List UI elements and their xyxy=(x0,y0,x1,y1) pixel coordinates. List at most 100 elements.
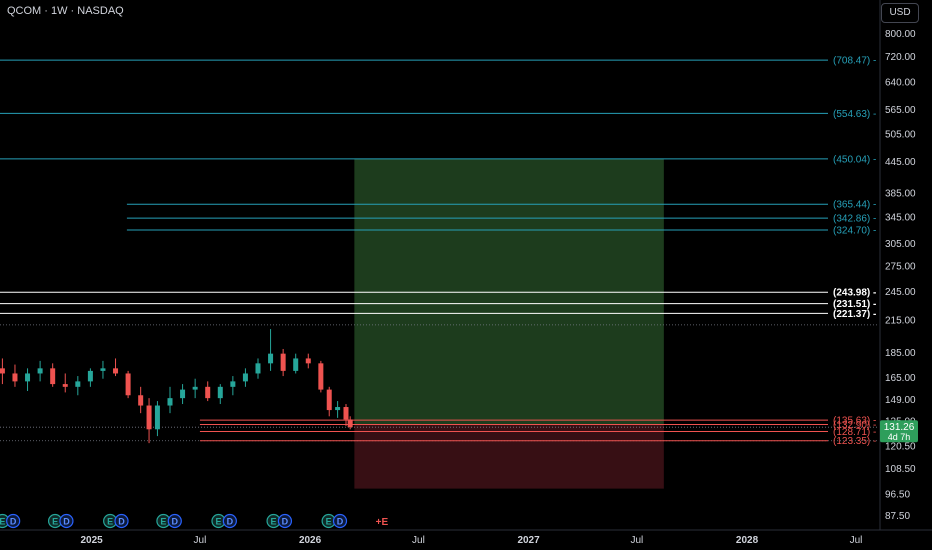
level-label: (123.35) - xyxy=(833,436,876,447)
candle-body xyxy=(0,368,5,374)
position-zones xyxy=(354,158,664,489)
time-tick-label: Jul xyxy=(850,535,863,546)
level-label: (221.37) - xyxy=(833,309,876,320)
level-label: (132.90) - xyxy=(833,420,876,431)
price-tick-label: 275.00 xyxy=(885,262,916,273)
price-axis[interactable]: 87.5096.50108.50120.50135.00149.00165.00… xyxy=(879,0,916,530)
level-label: (243.98) - xyxy=(833,288,876,299)
level-label: (135.63) - xyxy=(833,416,876,427)
price-tick-label: 720.00 xyxy=(885,52,916,63)
price-tick-label: 245.00 xyxy=(885,287,916,298)
candle-body xyxy=(12,373,18,382)
dividend-marker xyxy=(222,513,237,529)
candle-body xyxy=(138,395,144,406)
event-marker-label: E xyxy=(160,517,166,527)
candle-body xyxy=(217,386,223,399)
price-tick-label: 800.00 xyxy=(885,29,916,40)
level-lines: (708.47) - (554.63) - (450.04) - (365.44) -… xyxy=(0,56,878,447)
level-label: (450.04) - xyxy=(833,154,876,165)
price-tick-label: 149.00 xyxy=(885,395,916,406)
event-marker-label: E xyxy=(215,517,221,527)
candle-body xyxy=(347,419,353,428)
price-tick-label: 185.00 xyxy=(885,348,916,359)
price-tick-label: 120.50 xyxy=(885,441,916,452)
event-marker-label: D xyxy=(118,517,125,527)
price-tick-label: 305.00 xyxy=(885,239,916,250)
candle-body xyxy=(167,398,173,406)
level-label: (128.71) - xyxy=(833,427,876,438)
profit-zone xyxy=(354,158,664,425)
level-label: (365.44) - xyxy=(833,200,876,211)
candle-body xyxy=(180,389,186,399)
event-markers: E D E D E D E D E D E D E D +E xyxy=(0,513,389,529)
level-label: (324.70) - xyxy=(833,225,876,236)
dividend-marker xyxy=(114,513,129,529)
price-tick-label: 445.00 xyxy=(885,157,916,168)
event-marker-label: E xyxy=(52,517,58,527)
price-tick-label: 385.00 xyxy=(885,188,916,199)
event-marker-label: D xyxy=(63,517,70,527)
time-tick-label: 2025 xyxy=(80,535,103,546)
candle-body xyxy=(75,381,81,387)
candle-body xyxy=(25,373,31,382)
candle-body xyxy=(268,353,274,364)
time-tick-label: Jul xyxy=(412,535,425,546)
candle-body xyxy=(230,381,236,387)
event-marker-label: D xyxy=(172,517,179,527)
price-tick-label: 565.00 xyxy=(885,105,916,116)
dividend-marker xyxy=(167,513,182,529)
candle-body xyxy=(125,373,131,396)
time-tick-label: Jul xyxy=(631,535,644,546)
level-label: (554.63) - xyxy=(833,109,876,120)
event-marker-label: E xyxy=(271,517,277,527)
candle-body xyxy=(154,405,160,430)
candle-body xyxy=(192,386,198,390)
event-marker-label: D xyxy=(10,517,17,527)
candle-body xyxy=(37,368,43,374)
time-tick-label: 2026 xyxy=(299,535,322,546)
event-marker-label: D xyxy=(227,517,234,527)
time-axis[interactable]: 2025 Jul 2026 Jul 2027 Jul 2028 Jul xyxy=(0,529,932,546)
candle-body xyxy=(326,389,332,411)
candle-body xyxy=(62,384,68,387)
candle-body xyxy=(146,405,152,430)
price-tick-label: 96.50 xyxy=(885,490,910,501)
time-tick-label: Jul xyxy=(194,535,207,546)
last-price-box xyxy=(880,420,918,443)
price-tick-label: 165.00 xyxy=(885,373,916,384)
candle-body xyxy=(293,358,299,371)
price-tick-label: 345.00 xyxy=(885,212,916,223)
symbol-title[interactable]: QCOM · 1W · NASDAQ xyxy=(7,5,124,17)
candle-series xyxy=(0,329,353,444)
dividend-marker xyxy=(6,513,21,529)
price-tick-label: 215.00 xyxy=(885,315,916,326)
level-label: (708.47) - xyxy=(833,56,876,67)
candle-body xyxy=(205,386,211,399)
candle-body xyxy=(318,363,324,390)
upcoming-earnings-marker: +E xyxy=(376,517,389,528)
candle-body xyxy=(100,368,106,371)
price-tick-label: 108.50 xyxy=(885,464,916,475)
candle-body xyxy=(242,373,248,382)
candle-body xyxy=(255,363,261,374)
event-marker-label: E xyxy=(0,517,5,527)
candle-body xyxy=(50,368,56,385)
event-marker-label: E xyxy=(326,517,332,527)
candle-body xyxy=(87,370,93,382)
loss-zone xyxy=(354,424,664,489)
currency-button[interactable]: USD xyxy=(881,3,919,23)
level-label: (231.51) - xyxy=(833,299,876,310)
event-marker-label: D xyxy=(282,517,289,527)
bar-countdown: 4d 7h xyxy=(888,432,911,442)
dividend-marker xyxy=(277,513,293,529)
dividend-marker xyxy=(59,513,74,529)
last-price-value: 131.26 xyxy=(884,422,915,433)
candle-body xyxy=(113,368,119,374)
event-marker-label: D xyxy=(337,517,344,527)
event-marker-label: E xyxy=(107,517,113,527)
price-tick-label: 505.00 xyxy=(885,129,916,140)
level-label: (342.86) - xyxy=(833,214,876,225)
price-tick-label: 87.50 xyxy=(885,511,910,522)
